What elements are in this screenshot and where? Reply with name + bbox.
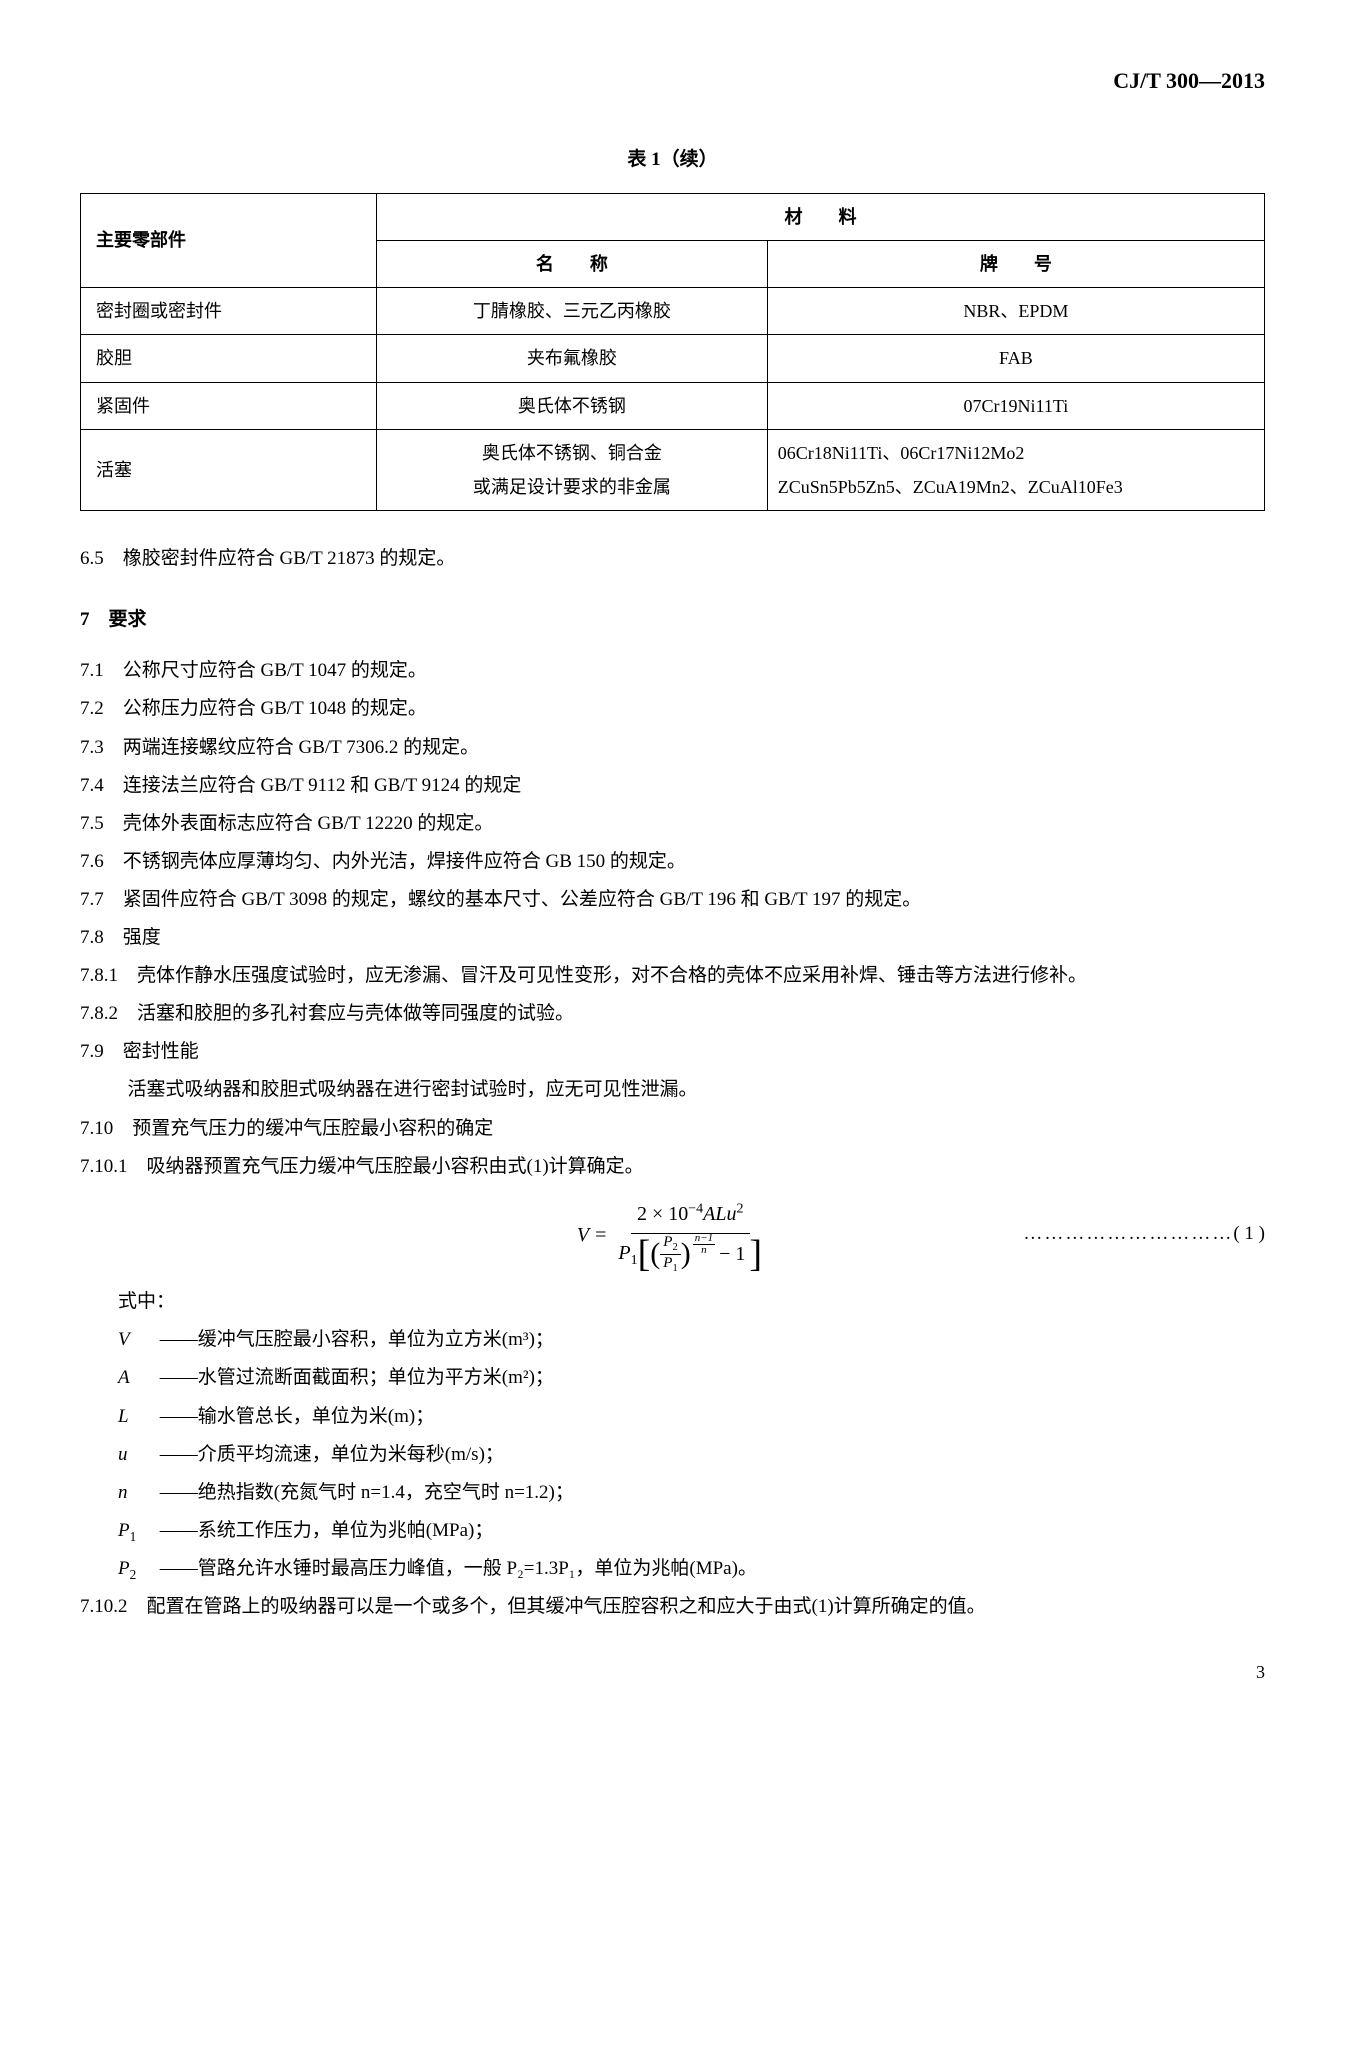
section-7-heading: 7 要求 — [80, 602, 1265, 638]
clause-6-5: 6.5 橡胶密封件应符合 GB/T 21873 的规定。 — [80, 541, 1265, 577]
clause-7-10: 7.10 预置充气压力的缓冲气压腔最小容积的确定 — [80, 1111, 1265, 1147]
cell-name: 丁腈橡胶、三元乙丙橡胶 — [377, 288, 768, 335]
cell-brand: 07Cr19Ni11Ti — [767, 382, 1264, 429]
clause-7-2: 7.2 公称压力应符合 GB/T 1048 的规定。 — [80, 691, 1265, 727]
cell-brand: 06Cr18Ni11Ti、06Cr17Ni12Mo2 ZCuSn5Pb5Zn5、… — [767, 429, 1264, 510]
clause-7-7: 7.7 紧固件应符合 GB/T 3098 的规定，螺纹的基本尺寸、公差应符合 G… — [80, 882, 1265, 918]
where-item: L——输水管总长，单位为米(m)； — [118, 1399, 1265, 1435]
formula-num-sq: 2 — [737, 1201, 744, 1216]
cell-name: 夹布氟橡胶 — [377, 335, 768, 382]
where-item: V——缓冲气压腔最小容积，单位为立方米(m³)； — [118, 1322, 1265, 1358]
materials-table: 主要零部件 材 料 名 称 牌 号 密封圈或密封件 丁腈橡胶、三元乙丙橡胶 NB… — [80, 193, 1265, 511]
where-list: V——缓冲气压腔最小容积，单位为立方米(m³)； A——水管过流断面截面积；单位… — [118, 1322, 1265, 1587]
clause-7-8-2: 7.8.2 活塞和胶胆的多孔衬套应与壳体做等同强度的试验。 — [80, 996, 1265, 1032]
cell-part: 紧固件 — [81, 382, 377, 429]
cell-brand: FAB — [767, 335, 1264, 382]
cell-part: 密封圈或密封件 — [81, 288, 377, 335]
cell-name: 奥氏体不锈钢 — [377, 382, 768, 429]
clause-7-3: 7.3 两端连接螺纹应符合 GB/T 7306.2 的规定。 — [80, 730, 1265, 766]
clause-7-8-1: 7.8.1 壳体作静水压强度试验时，应无渗漏、冒汗及可见性变形，对不合格的壳体不… — [80, 958, 1265, 994]
where-item: u——介质平均流速，单位为米每秒(m/s)； — [118, 1437, 1265, 1473]
formula-lhs: V — [577, 1216, 589, 1254]
formula-num-exp: −4 — [688, 1201, 703, 1216]
where-item: n——绝热指数(充氮气时 n=1.4，充空气时 n=1.2)； — [118, 1475, 1265, 1511]
document-code: CJ/T 300—2013 — [80, 60, 1265, 102]
clause-7-1: 7.1 公称尺寸应符合 GB/T 1047 的规定。 — [80, 653, 1265, 689]
formula-num-rest: ALu — [703, 1203, 736, 1225]
clause-7-8: 7.8 强度 — [80, 920, 1265, 956]
formula-1: V = 2 × 10−4ALu2 P1 [ ( P2 P1 ) n−1 — [80, 1195, 1265, 1275]
formula-den-p1: P1 — [618, 1234, 637, 1275]
th-part: 主要零部件 — [81, 193, 377, 287]
cell-brand: NBR、EPDM — [767, 288, 1264, 335]
table-row: 胶胆 夹布氟橡胶 FAB — [81, 335, 1265, 382]
th-material: 材 料 — [377, 193, 1265, 240]
where-item: A——水管过流断面截面积；单位为平方米(m²)； — [118, 1360, 1265, 1396]
clause-7-10-2: 7.10.2 配置在管路上的吸纳器可以是一个或多个，但其缓冲气压腔容积之和应大于… — [80, 1589, 1265, 1625]
table-row: 活塞 奥氏体不锈钢、铜合金 或满足设计要求的非金属 06Cr18Ni11Ti、0… — [81, 429, 1265, 510]
cell-part: 活塞 — [81, 429, 377, 510]
clause-7-5: 7.5 壳体外表面标志应符合 GB/T 12220 的规定。 — [80, 806, 1265, 842]
cell-name: 奥氏体不锈钢、铜合金 或满足设计要求的非金属 — [377, 429, 768, 510]
clause-7-10-1: 7.10.1 吸纳器预置充气压力缓冲气压腔最小容积由式(1)计算确定。 — [80, 1149, 1265, 1185]
clause-7-9-body: 活塞式吸纳器和胶胆式吸纳器在进行密封试验时，应无可见性泄漏。 — [128, 1072, 1266, 1108]
table-row: 密封圈或密封件 丁腈橡胶、三元乙丙橡胶 NBR、EPDM — [81, 288, 1265, 335]
formula-num-const: 2 × 10 — [637, 1203, 688, 1225]
th-brand: 牌 号 — [767, 241, 1264, 288]
equation-number: …………………………( 1 ) — [1023, 1216, 1265, 1252]
table-row: 紧固件 奥氏体不锈钢 07Cr19Ni11Ti — [81, 382, 1265, 429]
th-name: 名 称 — [377, 241, 768, 288]
clause-7-6: 7.6 不锈钢壳体应厚薄均匀、内外光洁，焊接件应符合 GB 150 的规定。 — [80, 844, 1265, 880]
where-item: P2——管路允许水锤时最高压力峰值，一般 P₂=1.3P₁，单位为兆帕(MPa)… — [118, 1551, 1265, 1587]
clause-7-9: 7.9 密封性能 — [80, 1034, 1265, 1070]
where-item: P1——系统工作压力，单位为兆帕(MPa)； — [118, 1513, 1265, 1549]
where-label: 式中： — [118, 1284, 1265, 1320]
table-title: 表 1（续） — [80, 142, 1265, 178]
cell-part: 胶胆 — [81, 335, 377, 382]
clause-7-4: 7.4 连接法兰应符合 GB/T 9112 和 GB/T 9124 的规定 — [80, 768, 1265, 804]
page-number: 3 — [80, 1655, 1265, 1689]
